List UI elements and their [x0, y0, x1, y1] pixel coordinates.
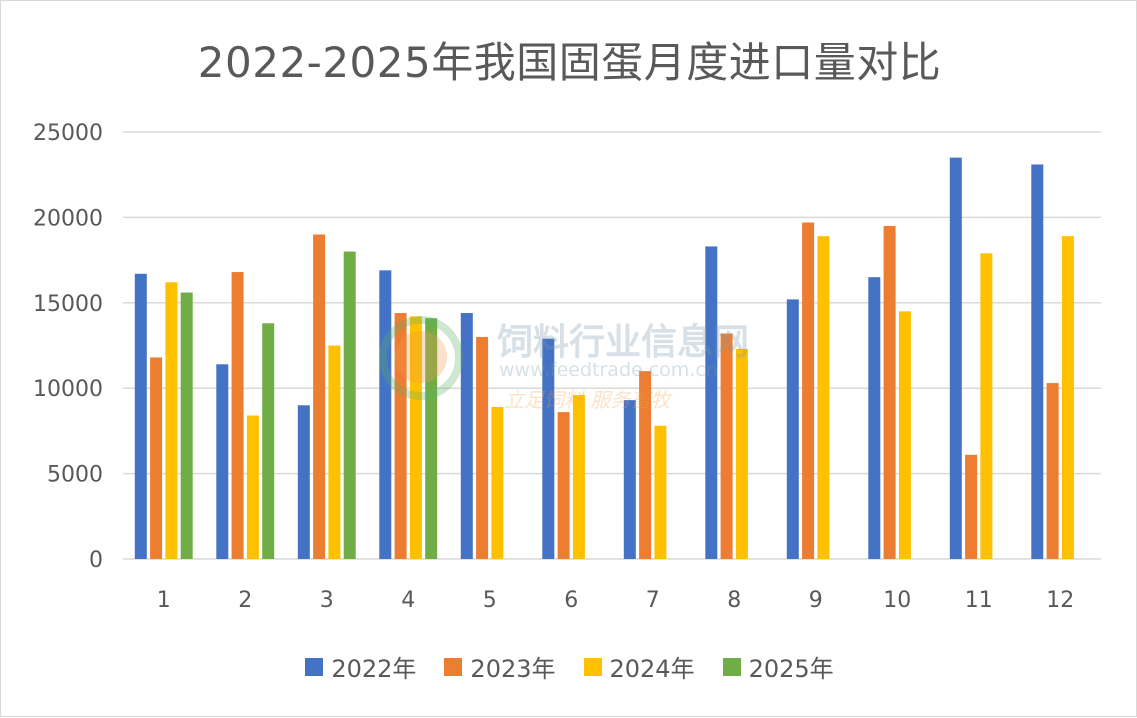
- x-tick-label: 8: [727, 588, 741, 613]
- legend-swatch: [583, 657, 602, 676]
- x-axis: 1 2 3 4 5 6 7 8 9 10 11 12: [157, 588, 1075, 613]
- bar-2025年-4: [425, 318, 438, 559]
- x-tick-label: 11: [965, 588, 993, 613]
- x-tick-label: 2: [238, 588, 252, 613]
- x-tick-label: 10: [883, 588, 911, 613]
- bar-2024年-9: [817, 236, 830, 560]
- bar-2023年-1: [150, 357, 163, 559]
- x-tick-label: 3: [320, 588, 334, 613]
- y-tick-label: 15000: [33, 292, 103, 317]
- bar-2024年-4: [409, 316, 422, 559]
- bar-2022年-8: [705, 246, 718, 559]
- x-tick-label: 7: [646, 588, 660, 613]
- bar-2022年-9: [786, 299, 799, 559]
- bars: [134, 157, 1074, 560]
- bar-2022年-1: [134, 273, 147, 559]
- bar-2024年-3: [328, 345, 341, 559]
- bar-2024年-5: [491, 406, 504, 559]
- x-tick-label: 5: [483, 588, 497, 613]
- bar-2024年-2: [246, 415, 259, 559]
- y-tick-label: 5000: [47, 463, 103, 488]
- bar-2023年-4: [394, 313, 407, 559]
- legend-item: 2024年: [583, 649, 695, 684]
- bar-2024年-1: [165, 282, 178, 559]
- bar-2023年-2: [231, 272, 244, 559]
- legend-label: 2024年: [609, 655, 695, 683]
- bar-2022年-12: [1031, 164, 1044, 559]
- x-tick-label: 12: [1046, 588, 1074, 613]
- y-tick-label: 20000: [33, 206, 103, 231]
- y-tick-label: 25000: [33, 121, 103, 146]
- legend-label: 2023年: [470, 655, 556, 683]
- bar-2022年-6: [542, 338, 555, 559]
- y-axis: 0 5000 10000 15000 20000 25000: [33, 121, 103, 573]
- bar-2023年-11: [965, 454, 978, 559]
- x-tick-label: 4: [401, 588, 415, 613]
- legend-swatch: [722, 657, 741, 676]
- legend-label: 2025年: [748, 655, 834, 683]
- bar-2022年-10: [868, 277, 881, 559]
- legend-label: 2022年: [331, 655, 417, 683]
- bar-2022年-4: [379, 270, 392, 559]
- x-tick-label: 6: [564, 588, 578, 613]
- bar-2024年-7: [654, 425, 667, 559]
- legend-swatch: [444, 657, 463, 676]
- bar-2025年-1: [180, 292, 193, 559]
- gridlines: [123, 131, 1101, 560]
- bar-2025年-2: [262, 323, 275, 559]
- y-tick-label: 10000: [33, 377, 103, 402]
- legend-item: 2025年: [722, 649, 834, 684]
- bar-2025年-3: [343, 251, 356, 559]
- bar-2022年-3: [297, 405, 310, 559]
- legend-swatch: [305, 657, 324, 676]
- bar-2024年-6: [572, 395, 585, 559]
- bar-2023年-7: [639, 371, 652, 559]
- legend-item: 2022年: [305, 649, 416, 684]
- x-tick-label: 9: [809, 588, 823, 613]
- legend-item: 2023年: [444, 649, 556, 684]
- bar-2022年-5: [460, 313, 473, 559]
- bar-2022年-11: [949, 157, 962, 559]
- bar-2023年-5: [476, 336, 489, 559]
- bar-2024年-8: [735, 348, 748, 559]
- bar-2023年-10: [883, 225, 896, 559]
- bar-2023年-3: [313, 234, 326, 560]
- bar-2022年-7: [623, 400, 636, 559]
- y-tick-label: 0: [89, 548, 103, 573]
- bar-2023年-6: [557, 412, 570, 559]
- bar-2022年-2: [216, 364, 229, 559]
- bar-2024年-10: [898, 311, 911, 559]
- bar-2023年-9: [802, 222, 815, 560]
- bar-2023年-8: [720, 333, 733, 559]
- chart-title: 2022-2025年我国固蛋月度进口量对比: [197, 38, 942, 87]
- bar-2024年-12: [1061, 236, 1074, 560]
- x-tick-label: 1: [157, 588, 171, 613]
- bar-2024年-11: [980, 253, 993, 559]
- chart-legend: 2022年 2023年 2024年 2025年: [1, 649, 1137, 684]
- bar-2023年-12: [1046, 383, 1059, 559]
